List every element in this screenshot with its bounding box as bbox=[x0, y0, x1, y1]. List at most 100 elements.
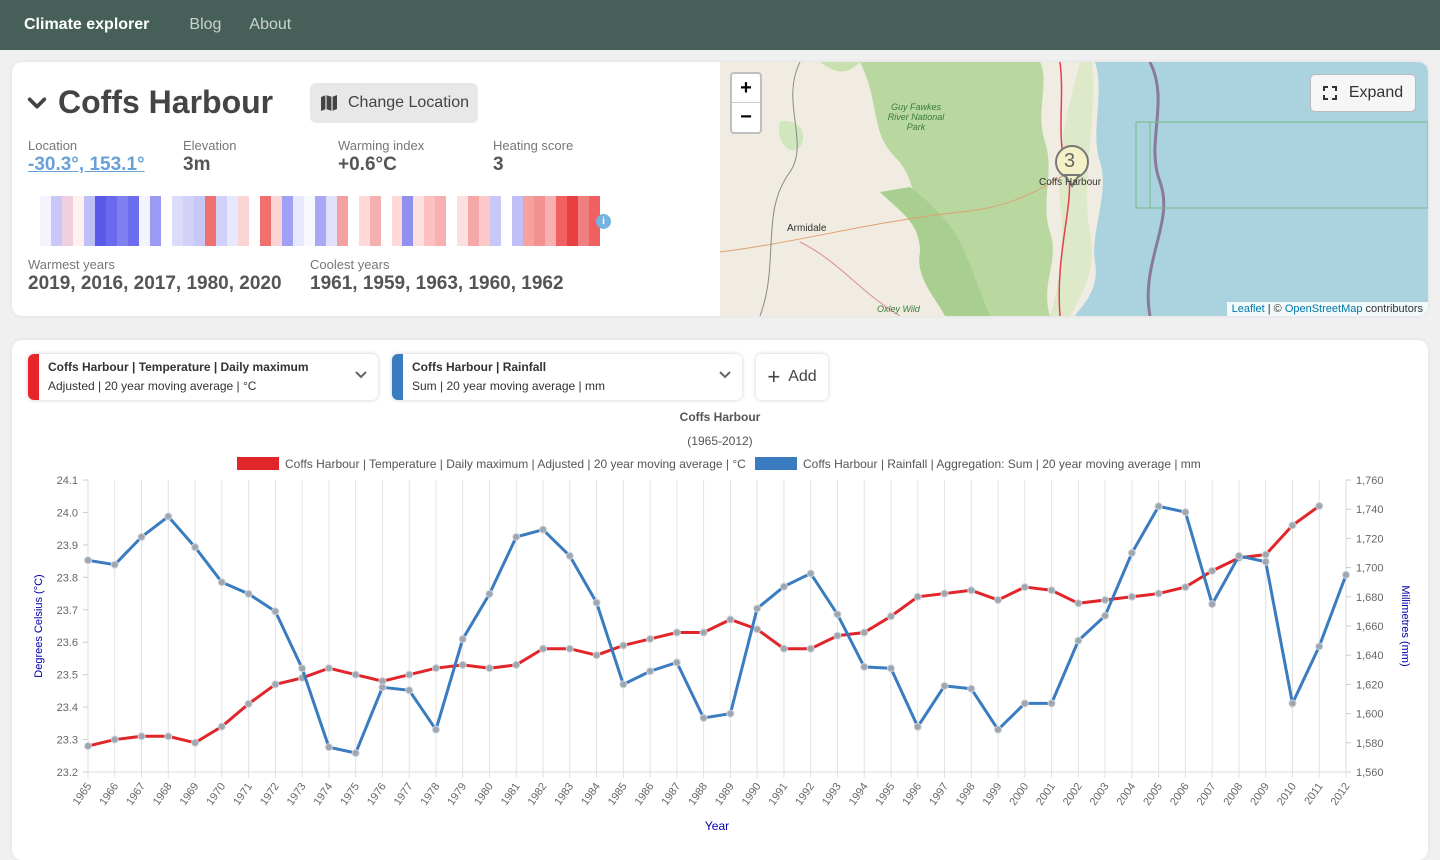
warming-stripe bbox=[479, 196, 491, 246]
x-tick-label: 1999 bbox=[981, 781, 1005, 808]
data-point-temperature bbox=[913, 592, 922, 601]
map-icon bbox=[321, 95, 337, 111]
warming-stripe bbox=[457, 196, 469, 246]
x-tick-label: 1984 bbox=[579, 781, 603, 808]
data-point-rainfall bbox=[860, 662, 869, 671]
y-tick-label-right: 1,680 bbox=[1356, 592, 1384, 604]
map-attribution: Leaflet | © OpenStreetMap contributors bbox=[1226, 302, 1428, 316]
warming-stripe bbox=[578, 196, 590, 246]
data-point-rainfall bbox=[1154, 502, 1163, 511]
data-point-temperature bbox=[779, 644, 788, 653]
x-tick-label: 1979 bbox=[445, 781, 469, 808]
warming-stripe bbox=[534, 196, 546, 246]
data-point-rainfall bbox=[726, 709, 735, 718]
data-point-temperature bbox=[1101, 596, 1110, 605]
stat-elevation: Elevation 3m bbox=[183, 138, 237, 175]
y-axis-label-right: Millimetres (mm) bbox=[1399, 585, 1411, 666]
data-point-rainfall bbox=[351, 749, 360, 758]
change-location-label: Change Location bbox=[348, 94, 469, 111]
data-point-rainfall bbox=[806, 569, 815, 578]
brand-link[interactable]: Climate explorer bbox=[24, 16, 150, 33]
data-point-temperature bbox=[1020, 583, 1029, 592]
data-point-temperature bbox=[565, 644, 574, 653]
map-marker-value[interactable]: 3 bbox=[1064, 150, 1076, 172]
info-icon[interactable]: i bbox=[596, 214, 611, 229]
x-tick-label: 1987 bbox=[659, 781, 683, 808]
x-tick-label: 1993 bbox=[820, 781, 844, 808]
osm-link[interactable]: OpenStreetMap bbox=[1284, 303, 1363, 315]
change-location-button[interactable]: Change Location bbox=[310, 83, 478, 123]
x-tick-label: 1983 bbox=[552, 781, 576, 808]
nav-link-about[interactable]: About bbox=[249, 16, 292, 33]
x-tick-label: 1978 bbox=[419, 781, 443, 808]
map-label-city: Coffs Harbour bbox=[1039, 177, 1102, 188]
x-tick-label: 1986 bbox=[633, 781, 657, 808]
warming-stripe bbox=[72, 196, 84, 246]
warming-stripe bbox=[501, 196, 513, 246]
coolest-years: Coolest years 1961, 1959, 1963, 1960, 19… bbox=[310, 257, 564, 294]
warming-stripe bbox=[40, 196, 51, 246]
data-point-rainfall bbox=[1020, 699, 1029, 708]
expand-map-button[interactable]: Expand bbox=[1310, 74, 1416, 112]
data-point-temperature bbox=[753, 625, 762, 634]
warming-stripe bbox=[567, 196, 579, 246]
series-selector-temperature[interactable]: Coffs Harbour | Temperature | Daily maxi… bbox=[28, 354, 378, 400]
data-point-rainfall bbox=[298, 664, 307, 673]
data-point-temperature bbox=[699, 628, 708, 637]
x-tick-label: 1990 bbox=[740, 781, 764, 808]
data-point-rainfall bbox=[1261, 557, 1270, 566]
data-point-rainfall bbox=[592, 598, 601, 607]
x-tick-label: 1992 bbox=[793, 781, 817, 808]
data-point-rainfall bbox=[84, 556, 92, 565]
data-point-temperature bbox=[833, 631, 842, 640]
warming-stripes bbox=[40, 196, 601, 246]
series-selector-rainfall[interactable]: Coffs Harbour | Rainfall Sum | 20 year m… bbox=[392, 354, 742, 400]
y-tick-label-left: 23.7 bbox=[57, 605, 78, 617]
data-point-temperature bbox=[431, 664, 440, 673]
x-tick-label: 2006 bbox=[1168, 781, 1192, 808]
warming-stripe bbox=[270, 196, 282, 246]
x-tick-label: 2005 bbox=[1141, 781, 1165, 808]
data-point-rainfall bbox=[271, 607, 280, 616]
data-point-temperature bbox=[940, 589, 949, 598]
zoom-in-button[interactable]: + bbox=[732, 74, 760, 103]
warming-stripe bbox=[391, 196, 403, 246]
x-tick-label: 1998 bbox=[954, 781, 978, 808]
nav-link-blog[interactable]: Blog bbox=[189, 16, 222, 33]
x-tick-label: 1980 bbox=[472, 781, 496, 808]
series-color-bar bbox=[392, 354, 403, 400]
map-label-oxley: Oxley Wild bbox=[877, 304, 920, 314]
y-tick-label-right: 1,640 bbox=[1356, 650, 1384, 662]
warming-stripe bbox=[490, 196, 502, 246]
data-point-temperature bbox=[592, 651, 601, 660]
leaflet-link[interactable]: Leaflet bbox=[1231, 303, 1265, 315]
warming-stripe bbox=[303, 196, 315, 246]
warming-stripe bbox=[512, 196, 524, 246]
warming-stripe bbox=[226, 196, 238, 246]
warming-stripe bbox=[50, 196, 62, 246]
data-point-rainfall bbox=[110, 560, 119, 569]
data-point-temperature bbox=[458, 660, 467, 669]
warming-stripe bbox=[259, 196, 271, 246]
data-point-rainfall bbox=[565, 551, 574, 560]
data-point-temperature bbox=[860, 628, 869, 637]
data-point-rainfall bbox=[512, 532, 521, 541]
map-label-armidale: Armidale bbox=[787, 223, 827, 234]
chevron-down-icon[interactable] bbox=[26, 92, 48, 114]
zoom-out-button[interactable]: − bbox=[740, 106, 752, 128]
data-point-rainfall bbox=[753, 604, 762, 613]
location-map[interactable]: 3 Coffs Harbour Armidale Guy Fawkes Rive… bbox=[720, 62, 1428, 316]
data-point-rainfall bbox=[217, 578, 226, 587]
x-tick-label: 1988 bbox=[686, 781, 710, 808]
climate-chart: Coffs Harbour (1965-2012) Coffs Harbour | … bbox=[33, 410, 1411, 833]
add-series-button[interactable]: + Add bbox=[756, 354, 828, 400]
x-tick-label: 2011 bbox=[1302, 781, 1325, 807]
x-tick-label: 2009 bbox=[1248, 781, 1272, 808]
warming-stripe bbox=[369, 196, 381, 246]
x-tick-label: 1997 bbox=[927, 781, 951, 808]
location-coordinates-link[interactable]: -30.3°, 153.1° bbox=[28, 154, 145, 175]
data-point-rainfall bbox=[164, 512, 173, 521]
data-point-temperature bbox=[217, 722, 226, 731]
data-point-temperature bbox=[1047, 586, 1056, 595]
data-point-temperature bbox=[1127, 592, 1136, 601]
